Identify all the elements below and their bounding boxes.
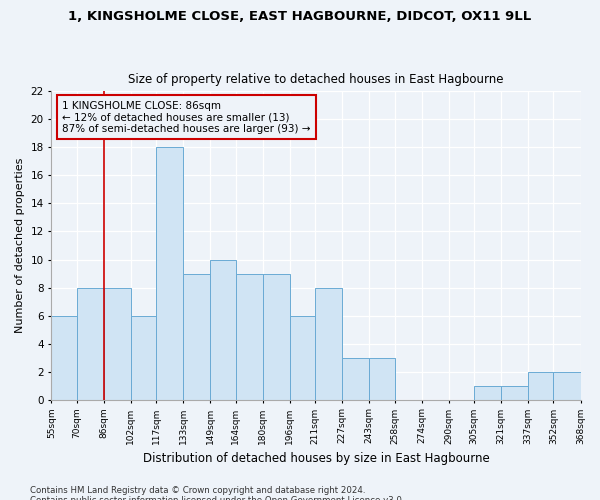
Text: 1, KINGSHOLME CLOSE, EAST HAGBOURNE, DIDCOT, OX11 9LL: 1, KINGSHOLME CLOSE, EAST HAGBOURNE, DID… xyxy=(68,10,532,23)
Bar xyxy=(236,274,263,400)
Bar xyxy=(263,274,290,400)
Bar xyxy=(183,274,211,400)
Text: Contains public sector information licensed under the Open Government Licence v3: Contains public sector information licen… xyxy=(30,496,404,500)
Bar xyxy=(369,358,395,400)
Bar xyxy=(77,288,104,400)
X-axis label: Distribution of detached houses by size in East Hagbourne: Distribution of detached houses by size … xyxy=(143,452,490,465)
Y-axis label: Number of detached properties: Number of detached properties xyxy=(15,158,25,333)
Bar xyxy=(156,148,183,400)
Bar xyxy=(290,316,315,400)
Text: Contains HM Land Registry data © Crown copyright and database right 2024.: Contains HM Land Registry data © Crown c… xyxy=(30,486,365,495)
Bar xyxy=(528,372,553,400)
Title: Size of property relative to detached houses in East Hagbourne: Size of property relative to detached ho… xyxy=(128,73,504,86)
Bar xyxy=(342,358,369,400)
Bar xyxy=(474,386,501,400)
Text: 1 KINGSHOLME CLOSE: 86sqm
← 12% of detached houses are smaller (13)
87% of semi-: 1 KINGSHOLME CLOSE: 86sqm ← 12% of detac… xyxy=(62,100,311,134)
Bar xyxy=(211,260,236,400)
Bar xyxy=(52,316,77,400)
Bar xyxy=(553,372,581,400)
Bar xyxy=(104,288,131,400)
Bar xyxy=(131,316,156,400)
Bar xyxy=(501,386,528,400)
Bar xyxy=(315,288,342,400)
